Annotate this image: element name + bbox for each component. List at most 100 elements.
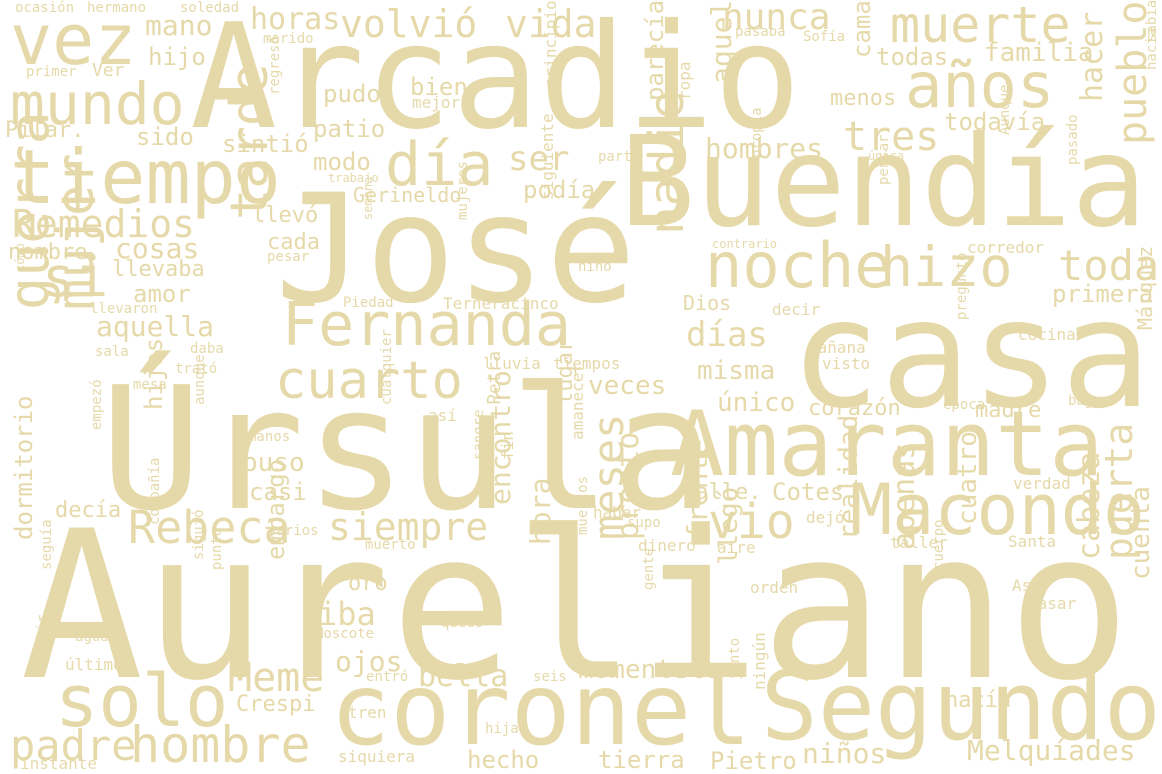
cloud-word: primer bbox=[26, 64, 77, 80]
cloud-word: puso bbox=[242, 448, 305, 478]
cloud-word: cabeza bbox=[1072, 451, 1107, 560]
cloud-word: Sofía bbox=[803, 29, 846, 45]
cloud-word: Arcadio bbox=[190, 0, 802, 162]
cloud-word: fin bbox=[498, 431, 517, 460]
cloud-word: aire bbox=[717, 538, 756, 557]
cloud-word: decía bbox=[55, 498, 122, 523]
cloud-word: modo bbox=[313, 148, 371, 176]
cloud-word: si bbox=[42, 245, 109, 309]
cloud-word: podía bbox=[523, 176, 596, 204]
cloud-word: bajo bbox=[1068, 393, 1102, 409]
cloud-word: mejor bbox=[412, 93, 461, 112]
cloud-word: Fernanda bbox=[282, 290, 571, 360]
cloud-word: siguió bbox=[191, 509, 207, 560]
cloud-word: Piedad bbox=[343, 295, 394, 311]
cloud-word: Aureliano bbox=[20, 488, 1131, 726]
cloud-word: bien bbox=[410, 73, 468, 101]
cloud-word: Aunque bbox=[997, 84, 1013, 135]
cloud-word: hecho bbox=[467, 746, 540, 774]
cloud-word: muerte bbox=[890, 0, 1071, 54]
cloud-word: Gerineldo bbox=[353, 183, 462, 207]
cloud-word: tierra bbox=[598, 746, 685, 774]
cloud-word: familia bbox=[984, 38, 1094, 68]
cloud-word: empezó bbox=[89, 379, 105, 430]
cloud-word: dejó bbox=[806, 508, 845, 527]
cloud-word: soledad bbox=[180, 0, 240, 16]
cloud-word: trabajo bbox=[328, 171, 379, 185]
cloud-word: hacia bbox=[1144, 27, 1160, 70]
cloud-word: llevaron bbox=[90, 301, 158, 317]
cloud-word: tren bbox=[348, 703, 387, 722]
cloud-word: agua bbox=[75, 629, 109, 645]
cloud-word: entró bbox=[366, 669, 409, 685]
cloud-word: cocina bbox=[1018, 325, 1076, 344]
cloud-word: Santa bbox=[1008, 532, 1057, 551]
cloud-word: corredor bbox=[967, 238, 1045, 257]
cloud-word: dormir bbox=[35, 614, 51, 665]
cloud-word: sangre bbox=[471, 409, 487, 460]
cloud-word: cuerpo bbox=[931, 519, 947, 570]
cloud-word: dormitorio bbox=[10, 395, 38, 541]
cloud-word: último bbox=[65, 655, 123, 674]
cloud-word: tiempos bbox=[553, 354, 621, 373]
cloud-word: pasar bbox=[1028, 594, 1077, 613]
cloud-word: día bbox=[385, 130, 494, 200]
cloud-word: seguía bbox=[39, 519, 55, 570]
cloud-word: llevaba bbox=[112, 257, 205, 282]
cloud-word: marido bbox=[263, 31, 314, 47]
cloud-word: oro bbox=[348, 571, 388, 596]
cloud-word: cama bbox=[848, 0, 876, 58]
cloud-word: parte bbox=[598, 149, 641, 165]
cloud-word: hijo bbox=[148, 43, 206, 71]
cloud-word: taller bbox=[890, 533, 948, 552]
cloud-word: Rebeca bbox=[128, 501, 291, 554]
cloud-word: Segundo bbox=[760, 652, 1161, 762]
cloud-word: casi bbox=[249, 478, 307, 506]
cloud-word: aquella bbox=[96, 310, 215, 343]
cloud-word: horas bbox=[250, 2, 341, 37]
cloud-word: instante bbox=[20, 754, 98, 773]
cloud-word: Moscote bbox=[315, 626, 375, 642]
cloud-word: vio bbox=[708, 494, 795, 550]
cloud-word: Amaranta bbox=[670, 392, 1104, 497]
cloud-word: aquel bbox=[705, 0, 738, 85]
cloud-word: cualquier bbox=[379, 329, 395, 405]
cloud-word: daba bbox=[190, 341, 224, 357]
cloud-word: sido bbox=[136, 123, 194, 151]
cloud-word: contrario bbox=[712, 237, 778, 251]
cloud-word: todavía bbox=[944, 108, 1046, 136]
cloud-word: Crespi bbox=[236, 692, 316, 717]
cloud-word: noche bbox=[705, 229, 892, 302]
cloud-word: Macondo bbox=[850, 469, 1146, 551]
cloud-word: cuenta bbox=[1126, 486, 1156, 580]
cloud-word: volvió bbox=[340, 2, 478, 46]
cloud-word: sala bbox=[95, 344, 129, 360]
cloud-word: padre bbox=[10, 721, 137, 770]
cloud-word: niño bbox=[578, 259, 612, 275]
cloud-word: tiempo bbox=[10, 133, 281, 221]
cloud-word: Meme bbox=[228, 655, 325, 701]
cloud-word: muerto bbox=[365, 537, 416, 553]
cloud-word: pesar bbox=[267, 249, 310, 265]
cloud-word: hermano bbox=[87, 0, 147, 16]
cloud-word: nombre. bbox=[8, 240, 101, 265]
cloud-word: trató bbox=[175, 361, 218, 377]
cloud-word: mesa bbox=[133, 377, 167, 393]
cloud-word: cada bbox=[267, 230, 320, 255]
cloud-word: mañana bbox=[808, 338, 866, 357]
cloud-word: ningún bbox=[750, 632, 769, 690]
cloud-word: comer bbox=[1048, 658, 1097, 677]
cloud-word: tres bbox=[843, 114, 940, 160]
cloud-word: hacía bbox=[945, 688, 1012, 713]
cloud-word: junto bbox=[727, 637, 743, 680]
cloud-word: cosas bbox=[115, 232, 200, 265]
cloud-word: así bbox=[428, 406, 457, 425]
cloud-word: días bbox=[686, 315, 768, 355]
cloud-word: regresó bbox=[267, 35, 283, 95]
cloud-word: verdad bbox=[1013, 474, 1071, 493]
cloud-word: patio bbox=[313, 115, 386, 143]
cloud-word: supo bbox=[627, 515, 661, 531]
cloud-word: años bbox=[905, 49, 1055, 122]
cloud-word: calle. bbox=[682, 480, 762, 505]
cloud-word: única bbox=[868, 149, 905, 163]
